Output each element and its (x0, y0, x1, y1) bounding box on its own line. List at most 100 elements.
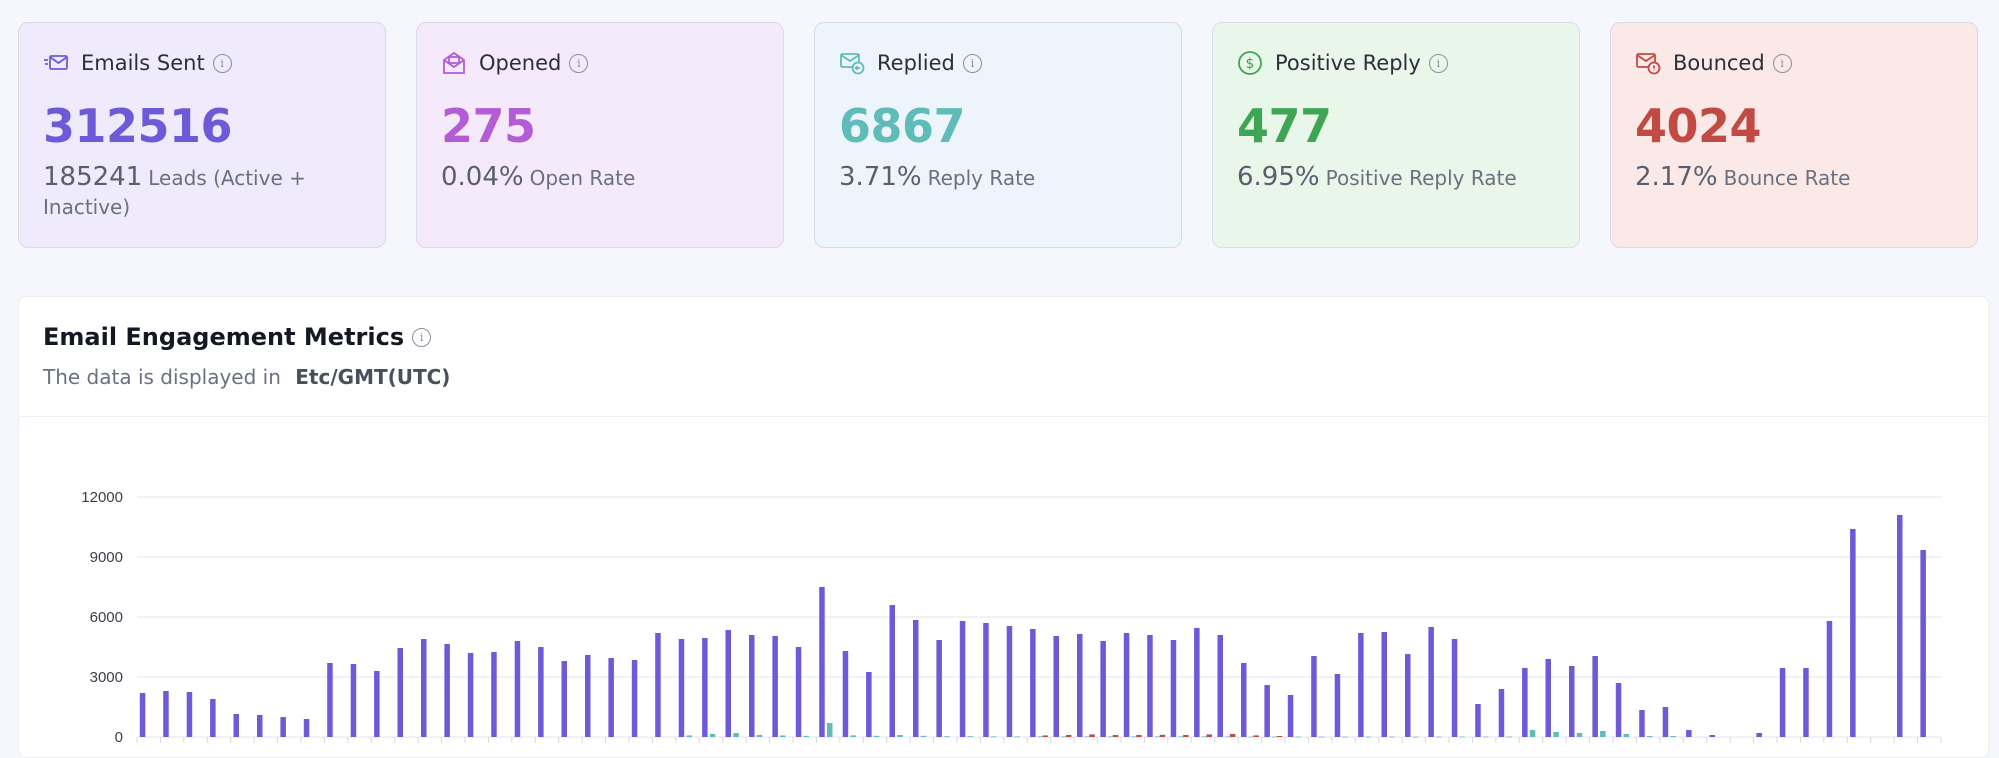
chart-bar[interactable] (709, 734, 716, 737)
chart-bar[interactable] (1623, 734, 1630, 737)
chart-bar[interactable] (655, 633, 661, 737)
chart-bar[interactable] (873, 735, 880, 737)
chart-bar[interactable] (866, 672, 872, 737)
chart-bar[interactable] (1779, 668, 1786, 737)
chart-bar[interactable] (1803, 668, 1809, 737)
chart-bar[interactable] (780, 735, 786, 737)
chart-bar[interactable] (1065, 735, 1072, 737)
chart-bar[interactable] (889, 605, 896, 737)
chart-bar[interactable] (1569, 666, 1575, 737)
chart-bar[interactable] (756, 735, 763, 737)
chart-bar[interactable] (1483, 736, 1489, 738)
chart-bar[interactable] (1178, 736, 1184, 738)
chart-bar[interactable] (1108, 736, 1114, 738)
chart-bar[interactable] (1225, 736, 1231, 738)
chart-bar[interactable] (1639, 710, 1645, 737)
chart-bar[interactable] (1428, 627, 1434, 737)
chart-bar[interactable] (1100, 641, 1106, 737)
chart-bar[interactable] (444, 644, 450, 737)
chart-bar[interactable] (257, 715, 263, 737)
chart-bar[interactable] (1194, 628, 1200, 737)
chart-bar[interactable] (967, 736, 974, 737)
chart-bar[interactable] (1850, 529, 1856, 737)
chart-bar[interactable] (1053, 636, 1060, 737)
chart-bar[interactable] (1014, 736, 1020, 738)
chart-bar[interactable] (1077, 634, 1083, 737)
info-icon[interactable]: i (569, 53, 589, 73)
chart-bar[interactable] (1506, 736, 1512, 738)
chart-bar[interactable] (983, 623, 989, 737)
chart-bar[interactable] (913, 620, 919, 737)
chart-bar[interactable] (1030, 629, 1036, 737)
chart-bar[interactable] (959, 621, 966, 737)
chart-bar[interactable] (1897, 515, 1903, 737)
chart-bar[interactable] (1037, 736, 1044, 738)
chart-bar[interactable] (1522, 668, 1528, 737)
chart-bar[interactable] (1131, 736, 1138, 738)
chart-bar[interactable] (1170, 640, 1177, 737)
chart-bar[interactable] (842, 651, 849, 737)
chart-bar[interactable] (1389, 736, 1395, 738)
chart-bar[interactable] (1136, 735, 1142, 737)
chart-bar[interactable] (803, 735, 810, 737)
chart-bar[interactable] (1647, 736, 1653, 737)
chart-bar[interactable] (944, 736, 950, 737)
chart-bar[interactable] (1272, 736, 1278, 738)
chart-bar[interactable] (1381, 632, 1388, 737)
chart-bar[interactable] (163, 691, 169, 737)
chart-bar[interactable] (850, 735, 856, 737)
info-icon[interactable]: i (1772, 53, 1792, 73)
chart-bar[interactable] (1475, 704, 1481, 737)
chart-bar[interactable] (1319, 736, 1325, 738)
chart-bar[interactable] (1248, 736, 1255, 738)
info-icon[interactable]: i (412, 327, 432, 347)
chart-bar[interactable] (1123, 633, 1130, 737)
chart-bar[interactable] (608, 658, 614, 737)
chart-bar[interactable] (280, 717, 286, 737)
chart-bar[interactable] (1229, 734, 1236, 737)
chart-bar[interactable] (139, 693, 146, 737)
chart-bar[interactable] (1576, 733, 1583, 737)
chart-bar[interactable] (686, 735, 692, 737)
chart-bar[interactable] (1412, 736, 1419, 738)
chart-bar[interactable] (1287, 695, 1294, 737)
chart-bar[interactable] (1276, 736, 1283, 737)
chart-bar[interactable] (772, 636, 778, 737)
chart-bar[interactable] (514, 641, 521, 737)
info-icon[interactable]: i (212, 53, 232, 73)
chart-bar[interactable] (186, 692, 193, 737)
chart-bar[interactable] (702, 638, 708, 737)
chart-bar[interactable] (1756, 733, 1762, 737)
chart-bar[interactable] (897, 735, 903, 737)
chart-bar[interactable] (1600, 731, 1606, 737)
chart-bar[interactable] (1615, 683, 1622, 737)
chart-bar[interactable] (303, 719, 310, 737)
info-icon[interactable]: i (1428, 53, 1448, 73)
chart-bar[interactable] (538, 647, 544, 737)
chart-bar[interactable] (1553, 732, 1559, 737)
chart-bar[interactable] (725, 630, 732, 737)
chart-bar[interactable] (421, 639, 427, 737)
chart-bar[interactable] (631, 660, 638, 737)
info-icon[interactable]: i (962, 53, 982, 73)
chart-bar[interactable] (749, 635, 755, 737)
chart-bar[interactable] (1006, 626, 1013, 737)
chart-bar[interactable] (1334, 674, 1341, 737)
chart-bar[interactable] (491, 652, 497, 737)
chart-bar[interactable] (1459, 736, 1466, 738)
chart-bar[interactable] (733, 733, 739, 737)
chart-bar[interactable] (1042, 735, 1049, 737)
chart-bar[interactable] (795, 647, 802, 737)
chart-bar[interactable] (350, 664, 357, 737)
chart-bar[interactable] (1147, 635, 1153, 737)
chart-bar[interactable] (1365, 736, 1372, 738)
chart-bar[interactable] (1670, 736, 1676, 737)
chart-bar[interactable] (1592, 656, 1598, 737)
chart-bar[interactable] (1295, 736, 1302, 738)
chart-bar[interactable] (1662, 707, 1669, 737)
chart-bar[interactable] (1405, 654, 1411, 737)
chart-bar[interactable] (1311, 656, 1317, 737)
chart-bar[interactable] (1920, 550, 1926, 737)
chart-bar[interactable] (561, 661, 568, 737)
chart-bar[interactable] (1084, 736, 1091, 738)
